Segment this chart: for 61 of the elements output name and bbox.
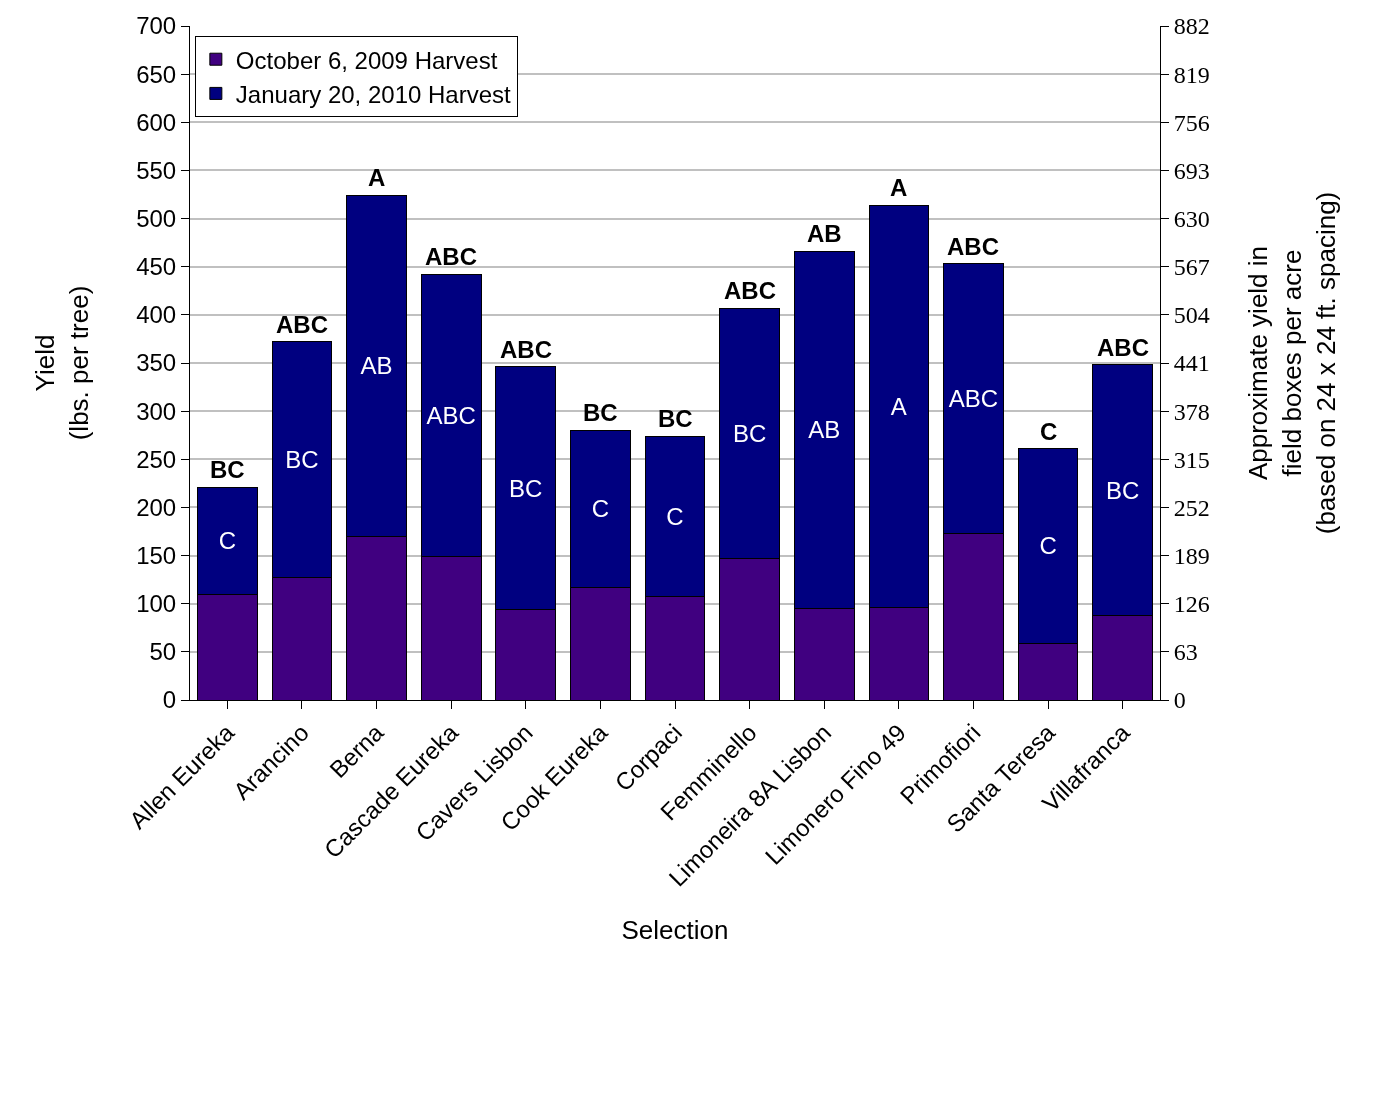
data-label: C xyxy=(218,527,236,555)
y-tick-label: 400 xyxy=(136,301,177,329)
annotation: C xyxy=(1040,418,1058,445)
y-tick-label: 450 xyxy=(136,253,177,281)
data-label: AB xyxy=(808,416,841,444)
y-tick-label: 100 xyxy=(136,590,177,618)
y2-tick-label: 630 xyxy=(1173,205,1210,232)
data-label: BC xyxy=(509,474,543,502)
y2-tick-label: 882 xyxy=(1173,13,1210,40)
annotation: ABC xyxy=(947,233,999,260)
annotation: ABC xyxy=(276,311,328,338)
y2-tick-label: 378 xyxy=(1173,398,1210,425)
data-label: C xyxy=(591,495,610,523)
annotation: BC xyxy=(658,405,693,432)
data-label: ABC xyxy=(948,385,999,413)
y-tick-label: 650 xyxy=(136,60,177,88)
legend-label: October 6, 2009 Harvest xyxy=(235,46,498,74)
data-label: C xyxy=(666,502,684,530)
data-label: BC xyxy=(285,446,319,474)
annotation: ABC xyxy=(724,277,776,304)
y-tick-label: 550 xyxy=(136,156,177,184)
y-tick-label: 700 xyxy=(136,12,177,40)
y2-axis-title: Approximate yield in field boxes per acre (based on 24 x 24 ft. spacing) xyxy=(1243,191,1342,535)
x-axis-title: Selection xyxy=(621,915,729,946)
y2-tick-label: 189 xyxy=(1173,542,1210,569)
y2-tick-label: 567 xyxy=(1173,254,1210,281)
y2-tick-label: 756 xyxy=(1173,109,1210,136)
legend-label: January 20, 2010 Harvest xyxy=(235,80,512,108)
y-tick-label: 250 xyxy=(136,445,177,473)
data-label: ABC xyxy=(426,401,476,429)
y2-tick-label: 0 xyxy=(1173,687,1186,714)
y2-tick-label: 693 xyxy=(1173,157,1210,184)
y2-tick-label: 63 xyxy=(1173,639,1198,666)
y2-tick-label: 504 xyxy=(1173,302,1210,329)
y-tick-label: 600 xyxy=(136,108,177,136)
y-tick-label: 200 xyxy=(136,493,177,521)
annotation: A xyxy=(368,164,386,191)
annotation: AB xyxy=(807,220,842,247)
annotation: ABC xyxy=(1097,334,1149,361)
data-label: BC xyxy=(1106,476,1140,504)
y-tick-label: 0 xyxy=(162,686,177,714)
y2-tick-label: 819 xyxy=(1173,61,1210,88)
annotation: BC xyxy=(210,456,245,483)
y-tick-label: 150 xyxy=(136,541,177,569)
y2-tick-label: 126 xyxy=(1173,591,1210,618)
y2-tick-label: 441 xyxy=(1173,350,1210,377)
y-tick-label: 50 xyxy=(149,638,177,666)
annotation: ABC xyxy=(500,336,552,363)
annotation: A xyxy=(890,174,908,201)
y-tick-label: 500 xyxy=(136,204,177,232)
data-label: AB xyxy=(360,352,393,380)
y-tick-label: 350 xyxy=(136,349,177,377)
data-label: BC xyxy=(732,419,767,447)
y-tick-label: 300 xyxy=(136,397,177,425)
annotation: ABC xyxy=(425,243,477,270)
y2-tick-label: 252 xyxy=(1173,494,1210,521)
annotation: BC xyxy=(583,399,618,426)
data-label: A xyxy=(890,392,907,420)
data-label: C xyxy=(1039,532,1057,560)
y-axis-title: Yield (lbs. per tree) xyxy=(29,285,94,441)
y2-tick-label: 315 xyxy=(1173,446,1210,473)
